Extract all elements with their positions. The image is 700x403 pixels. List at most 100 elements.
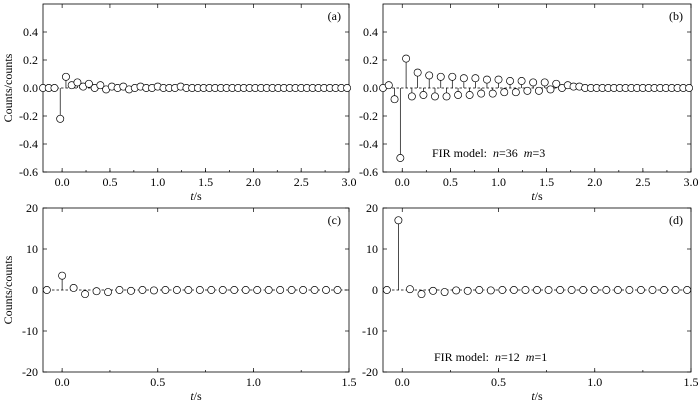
panel-label: (a) [328,9,341,23]
x-tick-label: 0.5 [491,375,506,389]
stem-marker [322,286,330,294]
stem-marker [475,286,484,294]
stem-marker [264,286,273,294]
stem-marker [685,84,694,92]
y-tick-label: -20 [22,365,38,379]
x-tick-label: 1.5 [684,375,699,389]
stem-marker [419,91,428,99]
x-tick-label: 0.5 [102,175,117,189]
stem-marker [517,77,526,85]
stem-marker [436,72,445,81]
stem-marker [556,286,565,294]
stem-marker [343,84,352,92]
x-tick-label: 1.0 [587,375,602,389]
stem-marker [96,81,105,90]
x-tick-label: 3.0 [684,175,699,189]
y-tick-label: -0.2 [359,109,378,123]
stem-marker [440,288,449,296]
y-tick-label: -10 [362,324,378,338]
x-tick-label: 1.5 [198,175,213,189]
stem-marker [42,286,51,294]
stem-marker [241,286,250,294]
y-tick-label: 0.4 [363,25,378,39]
stem-marker [310,286,319,294]
stem-marker [195,286,204,294]
stem-marker [127,286,135,295]
stem-marker [534,86,543,95]
stem-marker [138,286,147,294]
y-tick-label: -0.6 [359,165,378,179]
y-tick-label: -20 [362,365,378,379]
stem-marker [590,286,599,294]
stem-marker [511,88,520,97]
stem-marker [452,286,461,295]
stem-marker [544,286,553,294]
stem-marker [382,286,391,294]
stem-marker [488,89,497,98]
y-tick-label: 0.4 [23,25,38,39]
stem-marker [402,54,411,63]
y-tick-label: 20 [366,201,378,215]
stem-marker [50,84,59,92]
y-tick-label: 0.2 [363,53,378,67]
panel-d: 0.0 0.5 1.0 1.5 -20 -10 0 10 20 (d) t/s FIR model: … [362,201,699,403]
stem-marker [494,75,503,84]
stem-marker [276,286,285,294]
stem-marker [509,286,518,294]
stem-marker [500,88,509,97]
panel-c: 0.0 0.5 1.0 1.5 -20 -10 0 10 20 (c) t/s Counts/coun… [1,201,357,403]
stem-marker [602,286,611,294]
y-tick-label: 0.0 [363,81,378,95]
stem-marker [637,286,645,294]
stem-marker [506,77,514,85]
stem-marker [425,71,434,80]
stem-marker [396,154,405,162]
stem-marker [390,95,399,104]
x-tick-label: 0.5 [443,175,458,189]
stem-marker [384,81,393,90]
stem-marker [579,286,588,294]
y-tick-label: 0.2 [23,53,38,67]
stem-marker [287,286,296,294]
x-tick-label: 0.0 [395,375,410,389]
x-axis-label: t/s [190,189,202,203]
x-tick-label: 2.5 [294,175,309,189]
panel-label: (c) [328,213,341,227]
stem-marker [184,286,193,294]
x-tick-label: 3.0 [342,175,357,189]
stem-marker [406,285,414,294]
model-annotation: FIR model: n=12 m=1 [434,350,547,364]
stem-marker [454,91,463,99]
stem-marker [483,75,491,84]
stem-marker [521,286,530,294]
stem-marker [104,288,112,296]
stem-marker [465,91,474,99]
y-tick-label: 20 [26,201,38,215]
x-tick-label: 1.5 [539,175,554,189]
stem-marker [613,286,622,294]
stem-marker [394,216,403,225]
stem-marker [172,286,181,294]
panel-label: (d) [669,213,683,227]
stem-marker [529,78,538,87]
stem-marker [448,72,457,81]
stem-marker [625,286,634,294]
x-tick-label: 1.0 [491,175,506,189]
x-tick-label: 1.0 [150,175,165,189]
stem-marker [463,286,472,295]
stem-marker [161,286,170,294]
stem-marker [299,286,308,294]
y-tick-label: -0.4 [19,137,38,151]
stem-marker [56,114,65,123]
y-tick-label: -0.4 [359,137,378,151]
y-tick-label: 0.0 [23,81,38,95]
panel-a: 0.0 0.5 1.0 1.5 2.0 2.5 3.0 -0.6 -0.4 -0.2 0.0 0.2 0… [1,3,357,203]
stem-marker [498,286,507,294]
x-tick-label: 1.5 [342,375,357,389]
stem-marker [660,286,669,294]
stem-marker [477,89,486,98]
stem-marker [552,79,561,88]
x-axis-label: t/s [531,389,543,403]
stem-marker [567,286,576,294]
x-tick-label: 1.0 [246,375,261,389]
